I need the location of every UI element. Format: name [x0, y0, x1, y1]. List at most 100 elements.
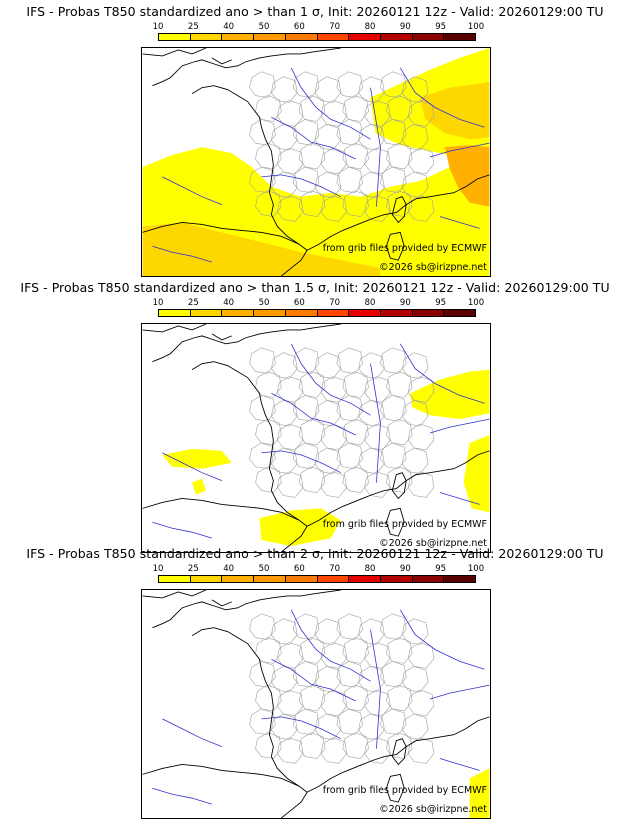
color-swatch: [380, 34, 413, 40]
probability-area: [142, 222, 381, 276]
department-boundary: [320, 642, 348, 669]
department-boundary: [386, 418, 413, 446]
department-boundary: [255, 466, 282, 493]
scale-tick-label: 95: [435, 22, 447, 32]
color-swatch: [190, 310, 223, 316]
department-boundary: [277, 100, 304, 127]
probability-area: [463, 435, 490, 513]
river: [370, 87, 381, 207]
department-boundary: [277, 147, 304, 175]
department-boundary: [292, 395, 320, 422]
department-boundary: [320, 100, 348, 127]
department-boundary: [314, 447, 342, 475]
color-swatch: [254, 576, 286, 582]
panel-title: IFS - Probas T850 standardized ano > tha…: [26, 4, 604, 19]
department-boundary: [364, 737, 391, 764]
scale-tick-label: 80: [364, 298, 376, 308]
coastline: [152, 590, 341, 629]
color-swatch: [380, 576, 413, 582]
department-boundary: [271, 124, 298, 151]
department-boundary: [336, 442, 363, 470]
river: [429, 418, 490, 434]
source-credit: from grib files provided by ECMWF: [322, 519, 487, 530]
department-boundary: [320, 737, 348, 764]
color-scale: 10 25 40 50 60 70 80 90 95 100: [153, 22, 484, 44]
color-swatch: [412, 34, 445, 40]
department-boundary: [249, 395, 276, 422]
department-boundary: [292, 661, 320, 688]
department-boundary: [298, 732, 326, 759]
department-boundary: [386, 637, 413, 664]
probability-area: [469, 768, 490, 818]
river: [162, 176, 222, 205]
river: [439, 492, 480, 505]
department-boundary: [401, 618, 429, 645]
source-credit: from grib files provided by ECMWF: [322, 243, 487, 254]
coastline: [142, 222, 308, 276]
department-boundary: [314, 171, 342, 199]
color-swatch: [222, 576, 255, 582]
scale-tick-label: 50: [258, 564, 270, 574]
scale-tick-label: 40: [223, 298, 235, 308]
department-boundary: [249, 119, 276, 146]
river: [162, 452, 222, 481]
department-boundary: [380, 661, 407, 688]
river: [429, 142, 490, 158]
source-credit: from grib files provided by ECMWF: [322, 785, 487, 796]
department-boundary: [336, 347, 363, 374]
department-boundary: [407, 737, 435, 764]
department-boundary: [401, 713, 429, 741]
department-boundary: [320, 689, 348, 717]
color-scale: 10 25 40 50 60 70 80 90 95 100: [153, 564, 484, 586]
color-swatch: [349, 310, 381, 316]
department-boundary: [342, 466, 369, 493]
department-boundary: [336, 71, 363, 98]
color-swatch: [285, 310, 318, 316]
department-boundary: [358, 618, 385, 645]
probability-area: [162, 448, 232, 469]
color-swatch: [190, 34, 223, 40]
scale-tick-label: 100: [467, 564, 485, 574]
probability-map: from grib files provided by ECMWF ©2026 …: [141, 323, 491, 553]
river: [399, 67, 485, 128]
map-panel-2sigma: IFS - Probas T850 standardized ano > tha…: [0, 542, 630, 819]
scale-tick-label: 10: [152, 22, 164, 32]
color-swatch: [317, 310, 350, 316]
probability-area: [439, 102, 480, 128]
department-boundary: [271, 618, 298, 645]
department-boundary: [298, 684, 326, 712]
scale-tick-label: 90: [399, 22, 411, 32]
scale-tick-label: 10: [152, 564, 164, 574]
department-boundary: [271, 400, 298, 427]
department-boundary: [364, 471, 391, 498]
coastline: [142, 324, 232, 341]
river: [261, 716, 341, 740]
department-boundary: [401, 76, 429, 103]
color-swatch: [412, 310, 445, 316]
department-boundary: [314, 400, 342, 427]
department-boundary: [255, 418, 282, 446]
department-boundary: [298, 466, 326, 493]
river: [271, 117, 356, 160]
department-boundary: [380, 442, 407, 470]
copyright-credit: ©2026 sb@irizpne.net: [379, 262, 487, 273]
color-swatch: [317, 34, 350, 40]
probability-area: [192, 478, 206, 495]
department-boundary: [298, 637, 326, 664]
river: [399, 343, 485, 404]
river: [271, 659, 356, 702]
department-boundary: [364, 689, 391, 717]
department-boundary: [407, 147, 435, 175]
coastline: [306, 174, 490, 251]
river: [162, 718, 222, 747]
panel-title: IFS - Probas T850 standardized ano > tha…: [20, 280, 610, 295]
color-swatch: [254, 310, 286, 316]
coastline: [391, 196, 407, 224]
river: [152, 245, 213, 263]
river: [152, 787, 213, 805]
department-boundary: [358, 171, 385, 199]
department-boundary: [292, 119, 320, 146]
department-boundary: [401, 171, 429, 199]
department-boundary: [380, 347, 407, 374]
department-boundary: [386, 371, 413, 398]
